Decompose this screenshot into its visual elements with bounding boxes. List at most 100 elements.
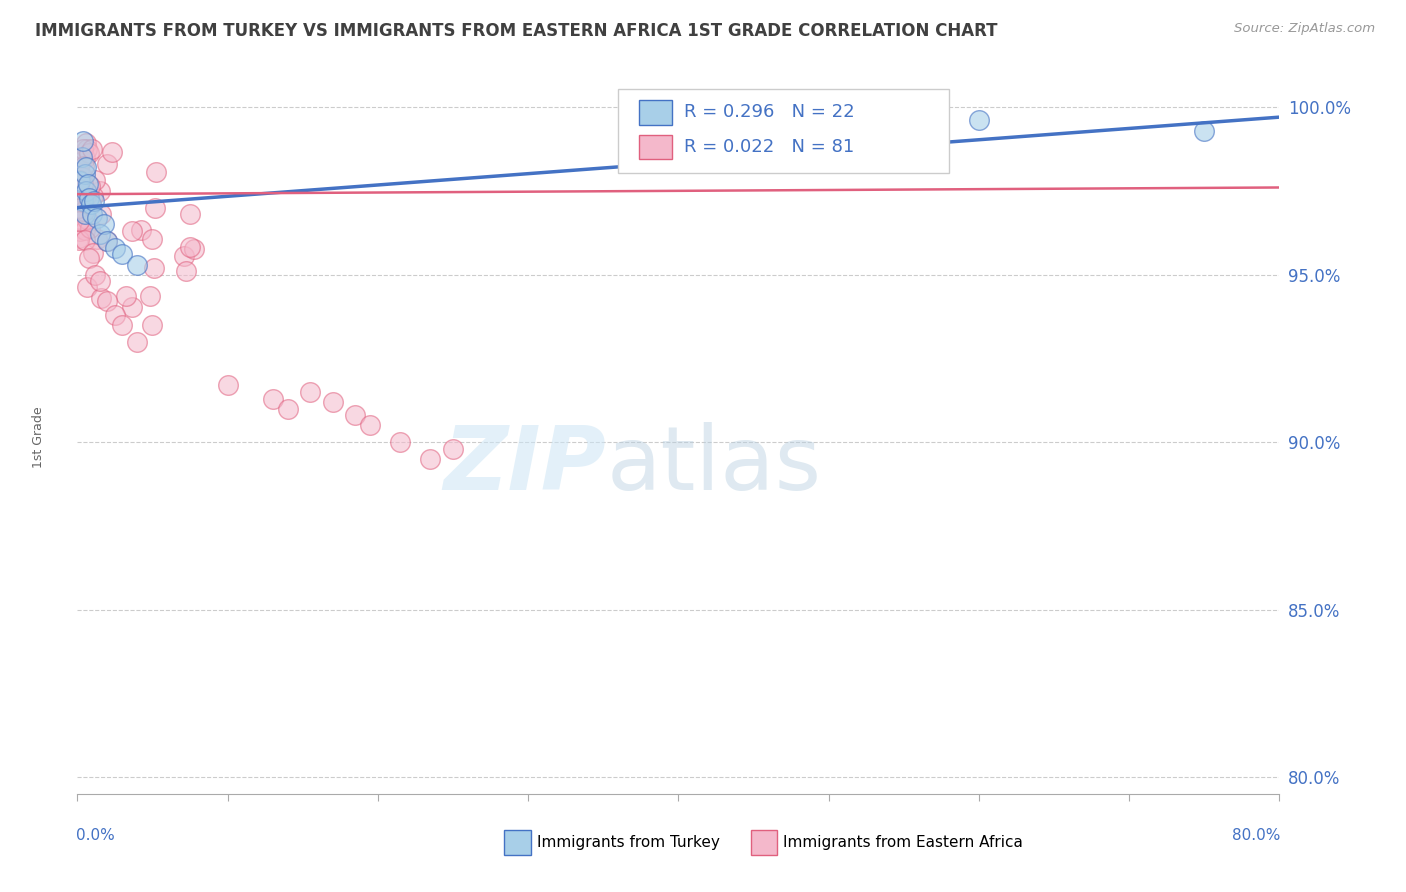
Point [104,308,127,322]
Point [111,318,134,332]
Text: atlas: atlas [606,422,821,509]
Point [72,169,94,184]
Point [70,150,93,164]
Text: Immigrants from Eastern Africa: Immigrants from Eastern Africa [783,835,1022,850]
Point [72,134,94,148]
Point [76,212,98,227]
Point [67,201,90,215]
Point [67,233,90,247]
Point [138,289,160,303]
Point [359,418,381,433]
Point [183,242,205,256]
Point [89,184,111,198]
Point [70,189,93,203]
Text: Immigrants from Turkey: Immigrants from Turkey [537,835,720,850]
Point [67,165,90,179]
Point [75,161,97,175]
Point [141,318,163,332]
Point [344,409,367,423]
Point [79,190,101,204]
Point [145,165,167,179]
Point [73,223,96,237]
Point [73,167,96,181]
Point [93,218,115,232]
Point [129,223,152,237]
Point [75,188,97,202]
Point [127,258,149,272]
Point [70,170,93,185]
Point [104,241,127,255]
Point [69,220,91,235]
Point [82,207,104,221]
Point [67,211,90,226]
Point [80,197,103,211]
Point [127,334,149,349]
Point [67,231,90,245]
Text: R = 0.022   N = 81: R = 0.022 N = 81 [685,137,855,155]
Point [143,260,166,275]
Point [83,194,105,208]
FancyBboxPatch shape [619,89,949,173]
Point [121,224,143,238]
Point [67,182,90,196]
Point [72,160,94,174]
Point [86,211,108,225]
Point [77,146,100,161]
Text: IMMIGRANTS FROM TURKEY VS IMMIGRANTS FROM EASTERN AFRICA 1ST GRADE CORRELATION C: IMMIGRANTS FROM TURKEY VS IMMIGRANTS FRO… [35,22,998,40]
Point [73,151,96,165]
Point [79,179,101,194]
Point [72,177,94,191]
Point [79,251,101,265]
Point [83,173,105,187]
Point [67,161,90,175]
Point [967,113,990,128]
Point [86,232,108,246]
Point [72,142,94,156]
Point [217,378,239,392]
Point [72,194,94,208]
Point [84,268,107,282]
Point [69,196,91,211]
Point [75,184,97,198]
Point [89,274,111,288]
Point [141,232,163,246]
Bar [638,135,672,160]
Point [1194,123,1216,137]
Point [82,189,104,203]
Point [73,203,96,218]
Point [70,214,93,228]
Point [173,249,195,263]
Point [322,395,344,409]
Point [73,207,96,221]
Point [70,201,93,215]
Point [96,294,118,309]
Point [72,204,94,219]
Point [79,221,101,235]
Point [143,201,166,215]
Point [121,300,143,314]
Point [96,156,118,170]
Point [111,247,134,261]
Point [67,173,90,187]
Point [179,206,201,220]
Point [90,207,112,221]
Text: ZIP: ZIP [443,422,606,509]
Point [72,191,94,205]
Point [75,136,97,150]
Point [73,233,96,247]
Point [174,264,197,278]
Point [67,188,90,202]
Bar [505,830,530,855]
Point [69,174,91,188]
Point [90,292,112,306]
Point [179,239,201,253]
Point [69,224,91,238]
Point [277,401,299,416]
Bar [751,830,778,855]
Text: Source: ZipAtlas.com: Source: ZipAtlas.com [1234,22,1375,36]
Point [299,384,322,399]
Text: R = 0.296   N = 22: R = 0.296 N = 22 [685,103,855,121]
Point [441,442,464,456]
Point [67,214,90,228]
Point [114,288,136,302]
